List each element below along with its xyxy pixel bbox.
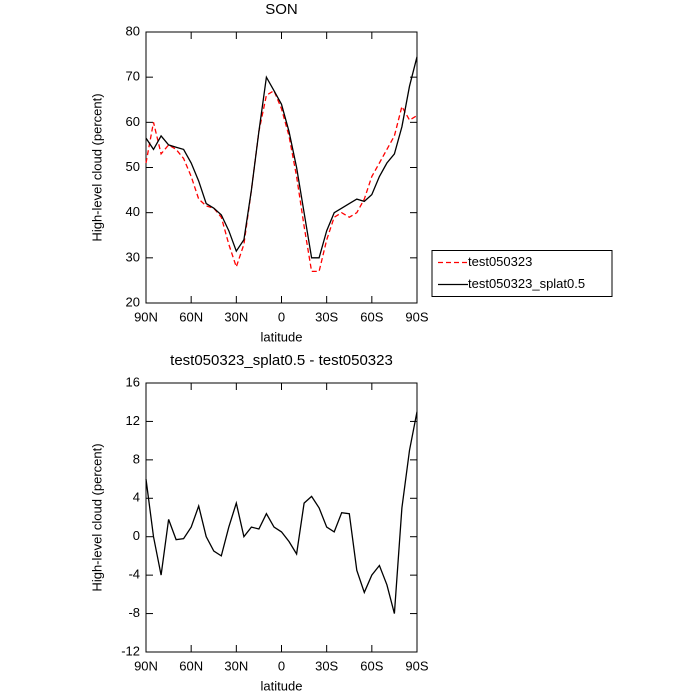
plot-frame — [145, 382, 418, 653]
x-tick-label: 60S — [360, 658, 383, 673]
legend-label: test050323 — [468, 254, 532, 269]
data-line — [145, 89, 418, 273]
x-tick-label: 90S — [405, 309, 428, 324]
y-tick-label: -4 — [128, 567, 140, 582]
y-tick-label: 12 — [126, 413, 140, 428]
y-tick-label: 8 — [133, 451, 140, 466]
x-tick-label: 60S — [360, 309, 383, 324]
y-tick-label: -8 — [128, 605, 140, 620]
y-tick-label: 70 — [126, 69, 140, 84]
y-tick-label: 40 — [126, 204, 140, 219]
x-tick-label: 0 — [278, 309, 285, 324]
x-tick-label: 0 — [278, 658, 285, 673]
x-axis-label: latitude — [261, 329, 303, 344]
x-axis-label: latitude — [261, 678, 303, 693]
x-tick-label: 30N — [224, 309, 248, 324]
y-tick-label: 16 — [126, 374, 140, 389]
y-tick-label: 60 — [126, 114, 140, 129]
x-tick-label: 30N — [224, 658, 248, 673]
y-axis-label: High-level cloud (percent) — [89, 93, 104, 241]
x-tick-label: 60N — [179, 309, 203, 324]
chart-title: test050323_splat0.5 - test050323 — [170, 352, 393, 369]
x-tick-label: 90N — [134, 309, 158, 324]
y-tick-label: 4 — [133, 490, 140, 505]
chart-title: SON — [265, 1, 298, 18]
data-line — [145, 56, 418, 259]
x-tick-label: 60N — [179, 658, 203, 673]
y-axis-label: High-level cloud (percent) — [89, 443, 104, 591]
legend-label: test050323_splat0.5 — [468, 276, 585, 291]
y-tick-label: 50 — [126, 159, 140, 174]
x-tick-label: 90S — [405, 658, 428, 673]
y-tick-label: 0 — [133, 528, 140, 543]
y-tick-label: 20 — [126, 294, 140, 309]
legend-box — [431, 250, 613, 297]
y-tick-label: 30 — [126, 249, 140, 264]
y-tick-label: 80 — [126, 23, 140, 38]
y-tick-label: -12 — [121, 643, 140, 658]
x-tick-label: 30S — [315, 658, 338, 673]
x-tick-label: 30S — [315, 309, 338, 324]
x-tick-label: 90N — [134, 658, 158, 673]
data-line — [145, 411, 418, 614]
